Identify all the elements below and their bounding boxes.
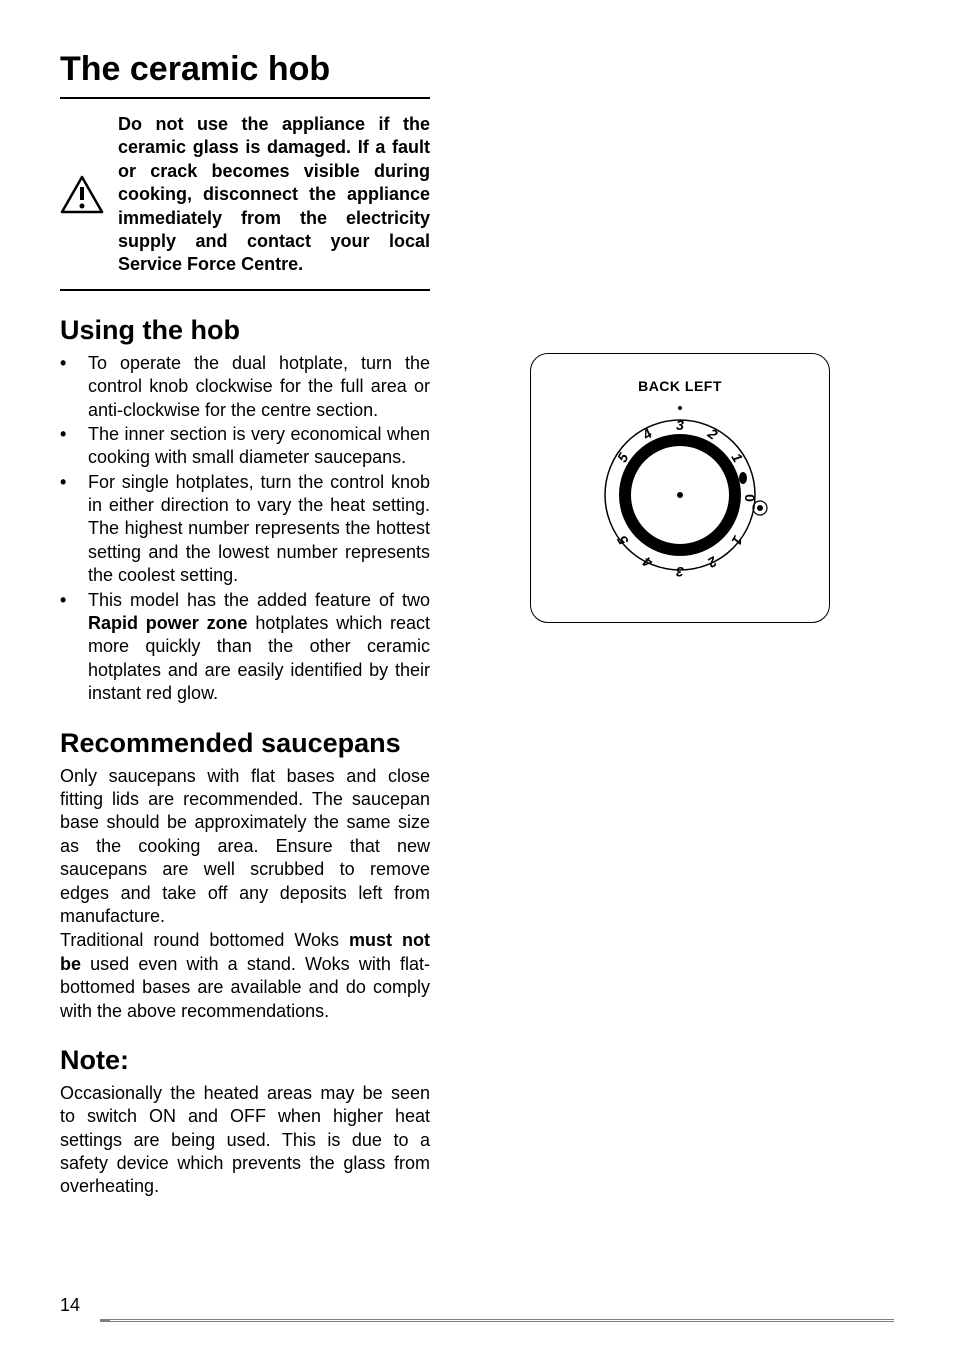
warning-divider <box>60 289 430 291</box>
list-item-text: For single hotplates, turn the control k… <box>88 471 430 588</box>
using-hob-heading: Using the hob <box>60 315 430 346</box>
title-divider <box>60 97 430 99</box>
content-row: Using the hob • To operate the dual hotp… <box>60 315 894 1221</box>
page-title: The ceramic hob <box>60 50 894 89</box>
list-item-text: The inner section is very economical whe… <box>88 423 430 470</box>
bullet-icon: • <box>60 423 88 470</box>
saucepans-para2: Traditional round bottomed Woks must not… <box>60 929 430 1023</box>
using-hob-list: • To operate the dual hotplate, turn the… <box>60 352 430 706</box>
list-item: • The inner section is very economical w… <box>60 423 430 470</box>
footer-line <box>100 1319 894 1322</box>
list-item-text: This model has the added feature of two … <box>88 589 430 706</box>
left-column: Using the hob • To operate the dual hotp… <box>60 315 430 1221</box>
knob-diagram: 5 4 3 2 1 0 1 2 3 4 5 <box>585 400 775 590</box>
warning-text: Do not use the appliance if the ceramic … <box>118 113 430 277</box>
saucepans-heading: Recommended saucepans <box>60 728 430 759</box>
warning-icon <box>60 175 104 215</box>
bold-text: Rapid power zone <box>88 613 248 633</box>
text-segment: This model has the added feature of two <box>88 590 430 610</box>
page-number: 14 <box>60 1295 80 1316</box>
knob-panel: BACK LEFT 5 4 3 2 <box>530 353 830 623</box>
right-column: BACK LEFT 5 4 3 2 <box>530 315 894 1221</box>
knob-mark: 0 <box>742 494 758 502</box>
warning-block: Do not use the appliance if the ceramic … <box>60 113 430 277</box>
note-para: Occasionally the heated areas may be see… <box>60 1082 430 1199</box>
saucepans-section: Recommended saucepans Only saucepans wit… <box>60 728 430 1023</box>
bullet-icon: • <box>60 352 88 422</box>
list-item: • For single hotplates, turn the control… <box>60 471 430 588</box>
knob-label: BACK LEFT <box>638 378 722 394</box>
text-segment: used even with a stand. Woks with flat-b… <box>60 954 430 1021</box>
note-section: Note: Occasionally the heated areas may … <box>60 1045 430 1199</box>
bullet-icon: • <box>60 471 88 588</box>
bullet-icon: • <box>60 589 88 706</box>
knob-mark: 3 <box>676 417 684 433</box>
knob-mark: 3 <box>676 564 684 580</box>
saucepans-para1: Only saucepans with flat bases and close… <box>60 765 430 929</box>
note-heading: Note: <box>60 1045 430 1076</box>
list-item: • To operate the dual hotplate, turn the… <box>60 352 430 422</box>
list-item-text: To operate the dual hotplate, turn the c… <box>88 352 430 422</box>
footer-line-inner <box>110 1320 894 1321</box>
text-segment: Traditional round bottomed Woks <box>60 930 349 950</box>
list-item: • This model has the added feature of tw… <box>60 589 430 706</box>
